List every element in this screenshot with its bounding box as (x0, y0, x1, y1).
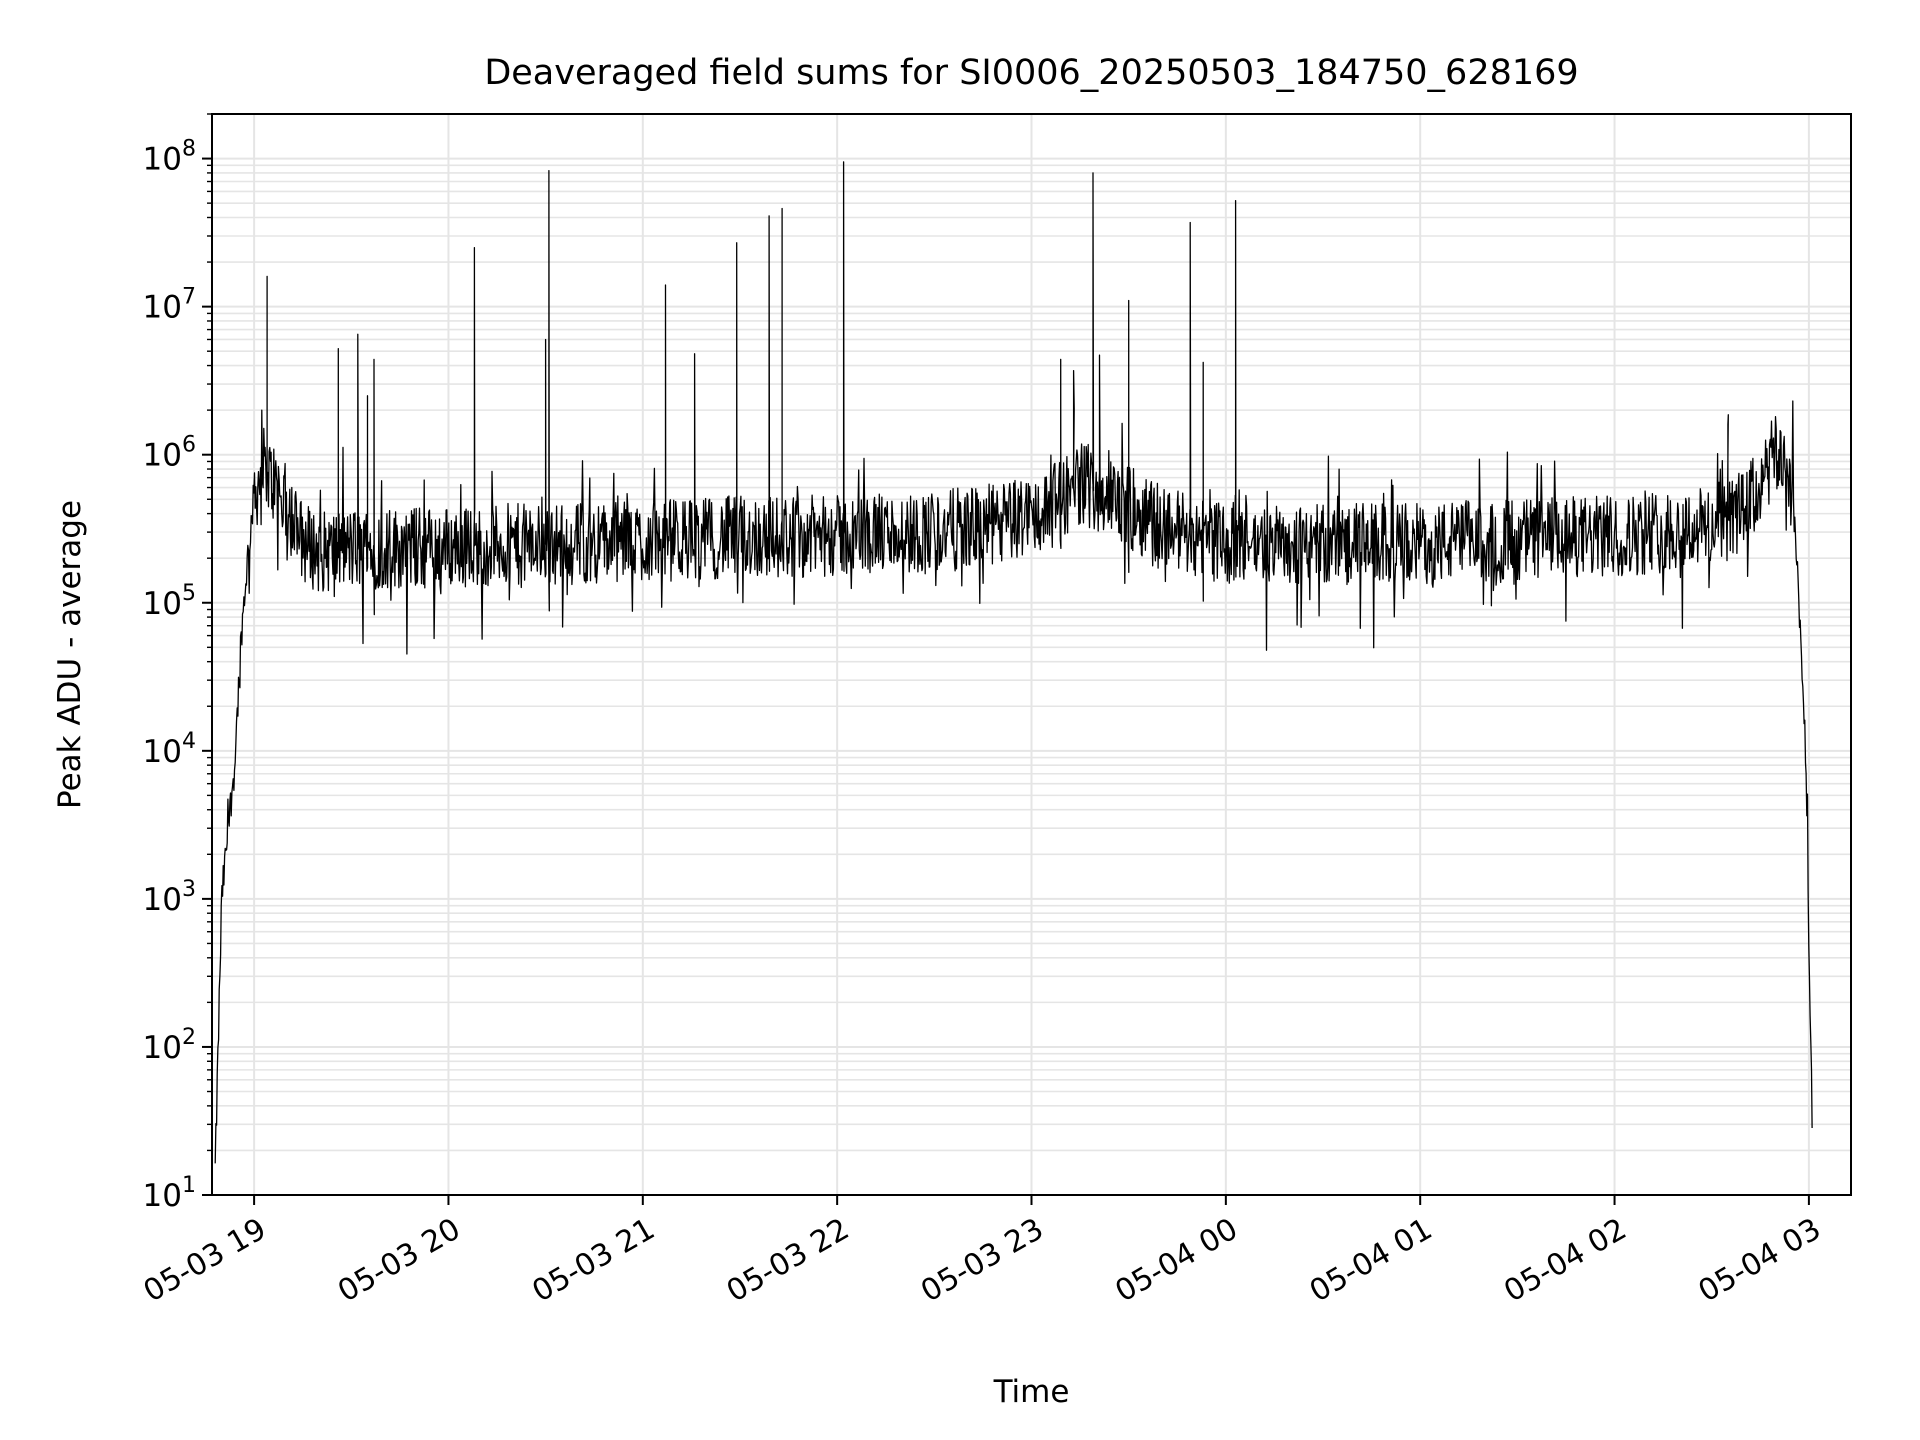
y-tick-label: 103 (143, 877, 196, 918)
y-tick-label: 101 (143, 1173, 196, 1214)
y-tick-label: 108 (143, 137, 196, 178)
y-tick-label: 106 (143, 433, 196, 474)
data-layer (214, 161, 1813, 1164)
y-axis-label: Peak ADU - average (52, 500, 88, 809)
y-tick-label: 107 (143, 285, 196, 326)
series-line (214, 161, 1813, 1164)
chart-title: Deaveraged field sums for SI0006_2025050… (484, 53, 1578, 93)
y-tick-label: 104 (143, 729, 196, 770)
y-tick-label: 102 (143, 1025, 196, 1066)
x-axis-label: Time (993, 1374, 1070, 1410)
y-tick-label: 105 (143, 581, 196, 622)
